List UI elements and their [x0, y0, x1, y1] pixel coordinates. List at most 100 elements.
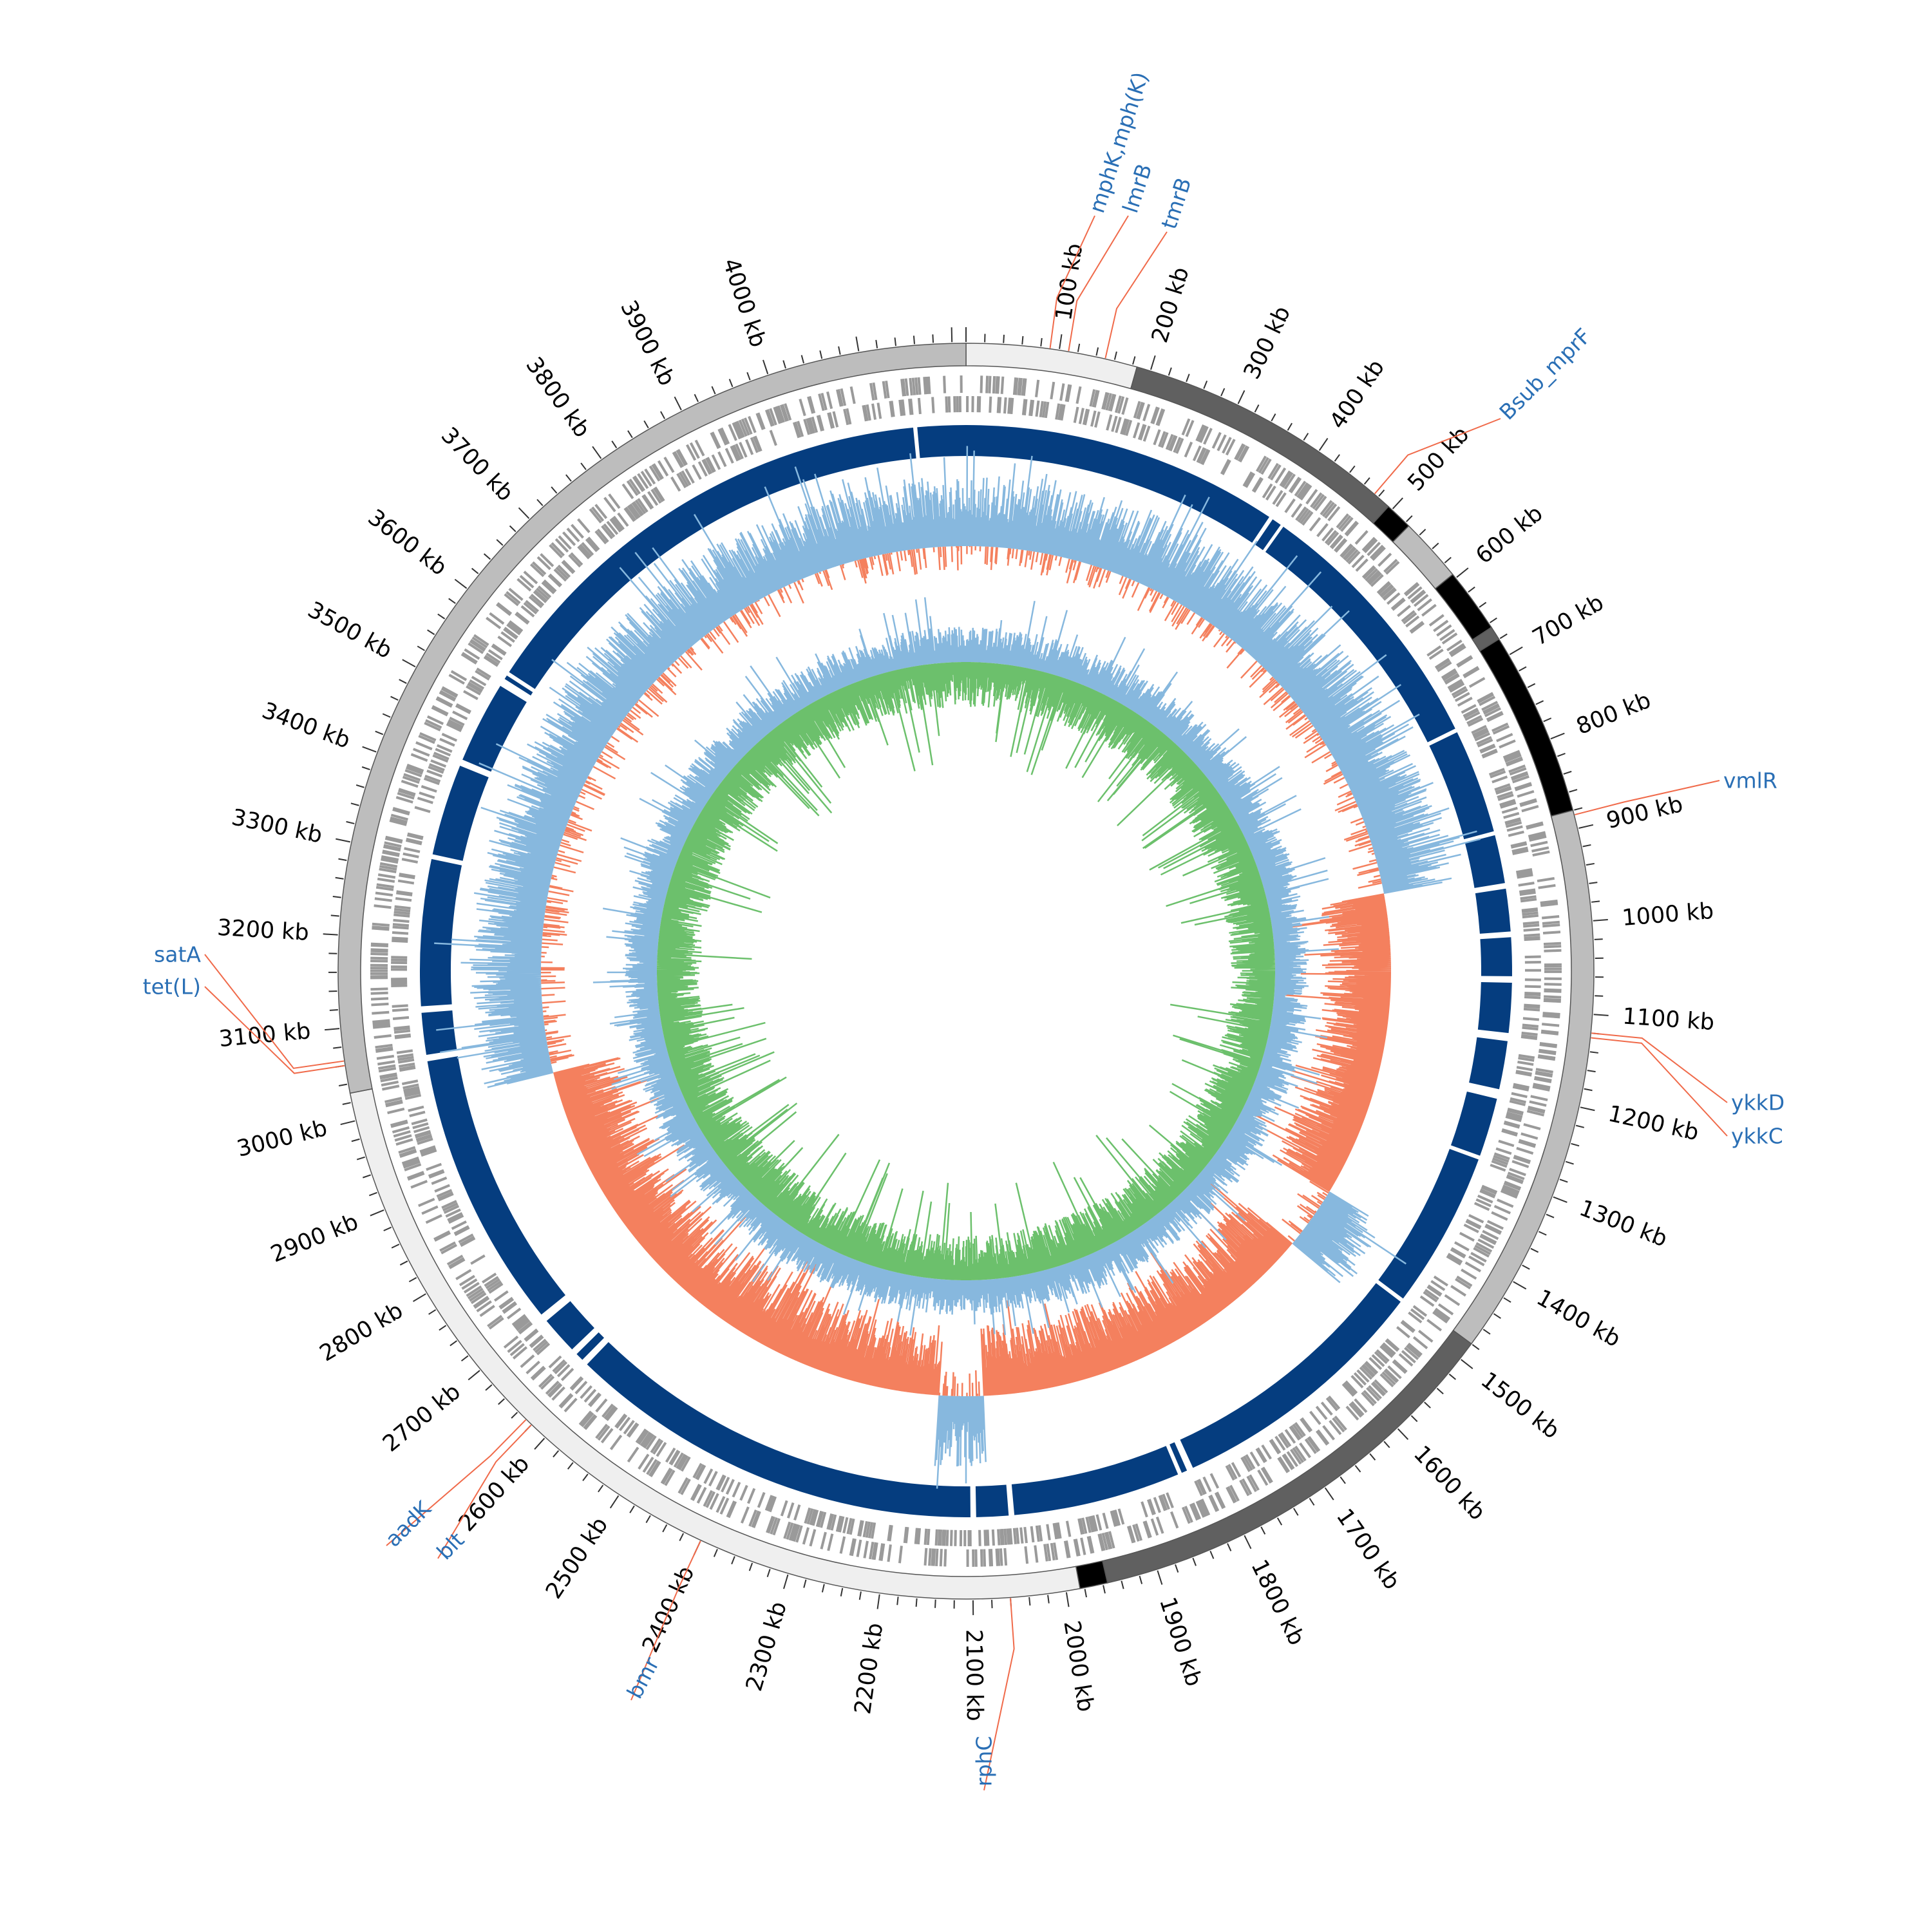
tick-label: 3700 kb [436, 422, 518, 506]
tick-label: 400 kb [1325, 355, 1390, 433]
blue-ring-segment-7 [1477, 981, 1512, 1034]
tick-label: 2300 kb [741, 1599, 792, 1694]
gene-label-leader [204, 986, 345, 1074]
gene-label-leader [1104, 231, 1168, 359]
tick-label: 1500 kb [1476, 1367, 1564, 1444]
blue-ring-segment-22 [462, 685, 527, 772]
tick-label: 100 kb [1051, 242, 1088, 322]
tick-label: 1700 kb [1331, 1504, 1405, 1595]
blue-ring-segment-12 [1170, 1442, 1188, 1473]
tick-label: 1600 kb [1408, 1441, 1490, 1526]
blue-ring-segment-14 [975, 1484, 1009, 1517]
blue-ring-segment-24 [509, 427, 916, 689]
tick-label: 2000 kb [1058, 1619, 1098, 1714]
tick-label: 3800 kb [520, 353, 594, 442]
gene-label: rphC [972, 1736, 997, 1786]
outer-ring-segment-11 [337, 343, 967, 1094]
blue-ring-segment-last [917, 425, 966, 459]
scale-ticks [323, 327, 1609, 1615]
gene-label: bmr [622, 1653, 665, 1703]
tick-label: 300 kb [1239, 302, 1296, 383]
outer-ring-segment-3 [1392, 525, 1454, 590]
gene-label-leader [1591, 1037, 1728, 1137]
gene-label-leader [630, 1540, 701, 1701]
gene-label: Bsub_mprF [1494, 323, 1596, 425]
gc-skew-positive [434, 446, 1481, 1489]
tick-label: 1100 kb [1622, 1003, 1715, 1036]
tick-label: 2700 kb [378, 1379, 466, 1457]
tick-label: 1900 kb [1154, 1594, 1207, 1689]
outer-ring-segment-0 [965, 343, 1138, 390]
tick-label: 200 kb [1147, 264, 1195, 346]
blue-ring-segment-9 [1450, 1091, 1497, 1156]
gene-label-leader [983, 1598, 1015, 1791]
blue-ring-segment-10 [1378, 1148, 1479, 1299]
gene-label: vmlR [1723, 768, 1777, 793]
gene-label: ykkD [1731, 1090, 1785, 1115]
blue-ring-segment-15 [587, 1342, 971, 1517]
gene-label: satA [154, 942, 201, 967]
tick-label: 700 kb [1528, 590, 1608, 651]
blue-ring-segment-8 [1469, 1037, 1508, 1090]
tick-label: 3600 kb [363, 505, 451, 582]
tick-label: 1400 kb [1532, 1285, 1625, 1352]
outer-ring [337, 343, 1595, 1600]
gene-label: ykkC [1731, 1124, 1783, 1149]
gene-label-leader [1374, 418, 1501, 495]
blue-ring-segment-20 [420, 858, 462, 1007]
tick-label: 800 kb [1573, 688, 1654, 741]
blue-ring-segment-17 [546, 1301, 594, 1350]
blue-ring-segment-6 [1480, 937, 1512, 976]
gc-skew-negative [540, 545, 1392, 1397]
tick-label: 3200 kb [216, 915, 310, 946]
gene-track [370, 375, 1562, 1567]
gc-content-negative [656, 661, 1276, 1281]
tick-label: 2900 kb [267, 1209, 362, 1268]
tick-label: 2200 kb [850, 1622, 888, 1716]
tick-label: 2100 kb [960, 1629, 987, 1721]
blue-ring-segment-4 [1464, 835, 1505, 888]
gene-label-leader [204, 954, 345, 1069]
gene-label: blt [431, 1527, 469, 1564]
outer-ring-segment-9 [1075, 1560, 1108, 1589]
blue-ring-segment-23 [504, 675, 533, 696]
blue-ring-segment-18 [427, 1056, 566, 1315]
blue-ring-segment-19 [421, 1010, 457, 1056]
gene-label-leader [386, 1419, 527, 1546]
gene-label-leader [1591, 1032, 1728, 1103]
tick-label: 1200 kb [1605, 1101, 1701, 1146]
gene-label-leader [1068, 215, 1129, 352]
tick-label: 3000 kb [234, 1115, 330, 1162]
tick-label: 2500 kb [541, 1513, 613, 1604]
gc-skew-track [434, 446, 1481, 1489]
gene-label-leader [1049, 215, 1095, 348]
blue-ring-segment-1 [1255, 519, 1281, 551]
tick-label: 3300 kb [229, 804, 325, 848]
gene-label-leader [1575, 780, 1720, 816]
tick-label: 4000 kb [717, 255, 771, 350]
blue-ring-segment-5 [1475, 888, 1511, 934]
gene-label: tet(L) [143, 974, 201, 999]
gc-content-track [592, 597, 1339, 1336]
blue-ring-segment-21 [432, 765, 489, 861]
tick-label: 3900 kb [615, 296, 679, 390]
tick-label: 2400 kb [638, 1562, 700, 1656]
blue-ring-segment-0 [966, 425, 1269, 543]
gene-tick-path [370, 375, 1562, 1567]
blue-ring-segment-11 [1180, 1283, 1401, 1468]
gene-label: tmrB [1156, 175, 1196, 232]
blue-ring-segment-3 [1429, 732, 1494, 840]
tick-label: 3100 kb [218, 1018, 312, 1052]
tick-label: 3500 kb [303, 597, 396, 664]
gene-label-leader [437, 1425, 532, 1559]
gene-label: lmrB [1117, 161, 1157, 216]
tick-label: 1800 kb [1245, 1556, 1309, 1650]
gc-content-positive [592, 597, 1339, 1336]
blue-ring-segment-16 [576, 1332, 605, 1360]
tick-label: 1000 kb [1621, 898, 1714, 931]
tick-label: 2800 kb [316, 1298, 408, 1367]
tick-label: 600 kb [1471, 500, 1548, 569]
tick-label: 3400 kb [258, 697, 354, 753]
tick-label: 1300 kb [1576, 1195, 1671, 1253]
